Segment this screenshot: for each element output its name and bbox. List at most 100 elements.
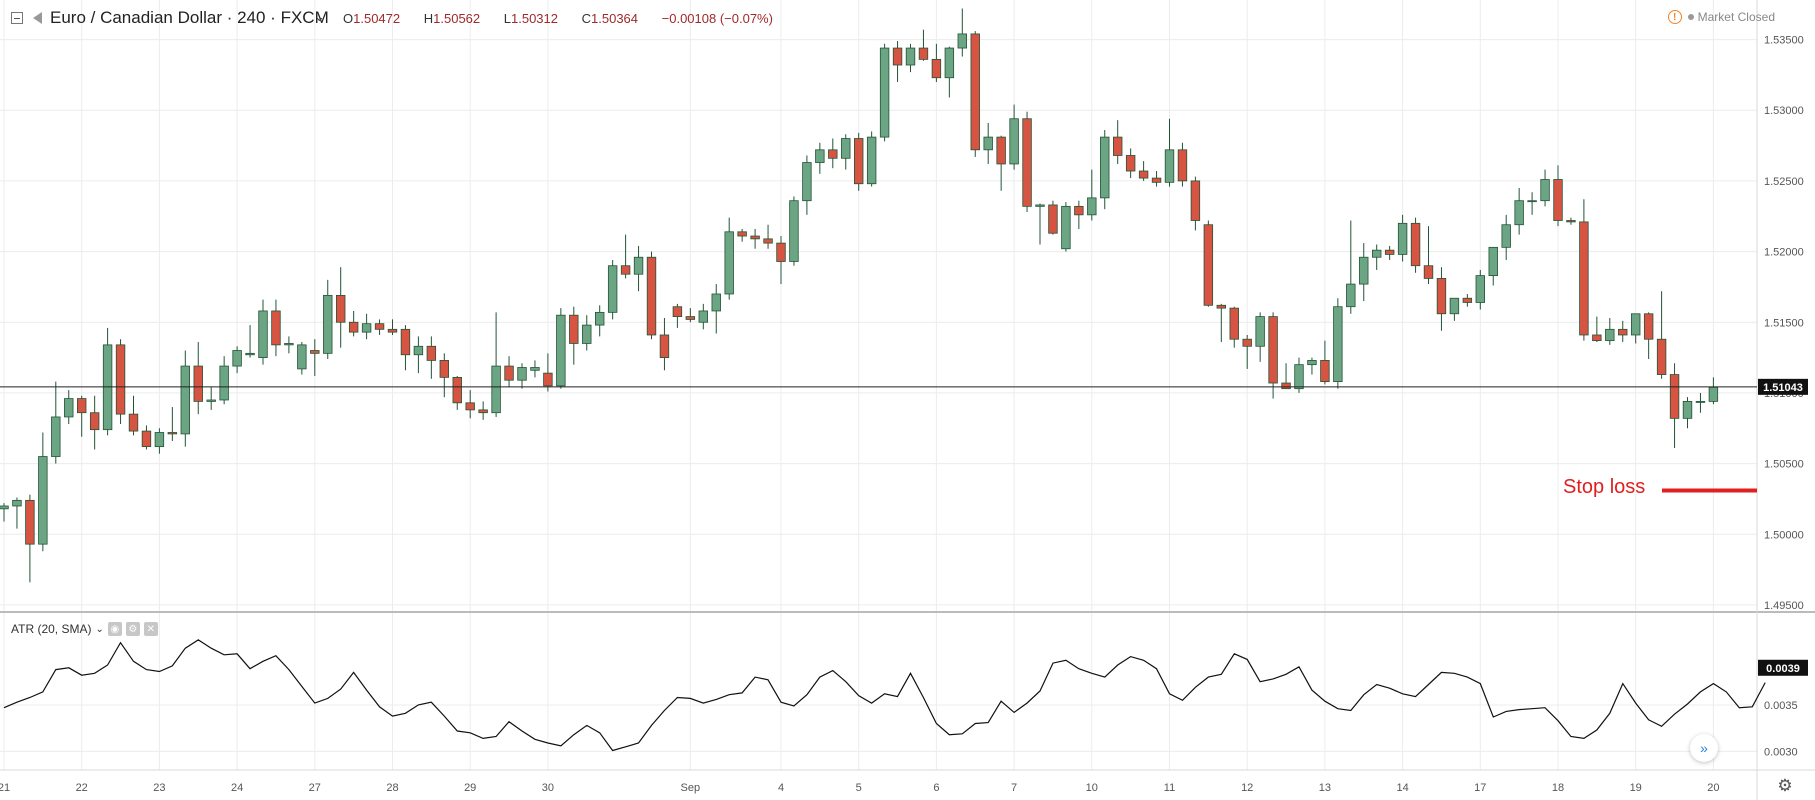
gear-icon[interactable]: ⚙	[125, 622, 140, 636]
candle[interactable]	[1022, 111, 1032, 213]
candle[interactable]	[335, 267, 346, 348]
time-axis[interactable]: 21 22 23 24 27 28 29 30 Sep 4 5 6 7 10 11 12 13 14 17 18 19 2…	[0, 782, 1720, 794]
candle[interactable]	[0, 503, 9, 522]
candle[interactable]	[789, 196, 799, 266]
candle[interactable]	[77, 395, 87, 437]
candle[interactable]	[1190, 176, 1201, 231]
settings-icon[interactable]: ⚙	[1777, 776, 1793, 795]
candle[interactable]	[1488, 246, 1498, 286]
candle[interactable]	[1527, 192, 1537, 215]
candle[interactable]	[1035, 203, 1045, 245]
candle[interactable]	[1229, 306, 1239, 348]
candle[interactable]	[1475, 269, 1486, 310]
candle[interactable]	[193, 342, 203, 415]
candle[interactable]	[374, 319, 385, 335]
candle[interactable]	[310, 339, 320, 376]
candle[interactable]	[957, 8, 968, 57]
candle[interactable]	[802, 155, 812, 215]
candle[interactable]	[1618, 320, 1628, 343]
candle[interactable]	[1397, 214, 1408, 262]
candle[interactable]	[323, 279, 333, 360]
candle[interactable]	[1631, 313, 1641, 344]
candle[interactable]	[1540, 169, 1550, 207]
candle[interactable]	[1514, 187, 1524, 235]
candle[interactable]	[167, 407, 178, 441]
candle[interactable]	[297, 342, 307, 375]
candle[interactable]	[478, 401, 488, 420]
candle[interactable]	[1592, 316, 1602, 343]
candle[interactable]	[25, 494, 35, 583]
candle[interactable]	[1138, 161, 1149, 181]
candle[interactable]	[569, 306, 579, 365]
candle[interactable]	[595, 305, 605, 337]
candle[interactable]	[12, 497, 22, 529]
candle[interactable]	[1579, 199, 1589, 341]
atr-series[interactable]: 0.0039	[3, 639, 1808, 752]
candle[interactable]	[180, 350, 191, 447]
candle[interactable]	[543, 353, 553, 392]
candle[interactable]	[1501, 214, 1511, 261]
indicator-title[interactable]: ATR (20, SMA)	[11, 622, 92, 636]
candle[interactable]	[711, 284, 721, 334]
candle[interactable]	[426, 336, 437, 379]
candle[interactable]	[452, 375, 462, 410]
candle[interactable]	[439, 353, 450, 398]
close-icon[interactable]: ✕	[143, 622, 158, 636]
candle[interactable]	[737, 228, 747, 242]
candle[interactable]	[892, 40, 903, 82]
candle[interactable]	[1462, 293, 1473, 307]
candle[interactable]	[413, 336, 424, 374]
candle[interactable]	[776, 236, 786, 285]
candle[interactable]	[763, 224, 773, 249]
candle[interactable]	[905, 43, 916, 73]
candle[interactable]	[879, 43, 890, 142]
candle[interactable]	[504, 356, 514, 388]
candle[interactable]	[1566, 217, 1576, 225]
candle[interactable]	[465, 390, 475, 419]
candle[interactable]	[348, 310, 359, 337]
candle[interactable]	[698, 303, 709, 330]
candle[interactable]	[931, 43, 942, 82]
candle[interactable]	[245, 325, 255, 358]
candle[interactable]	[620, 234, 631, 279]
chevron-down-icon[interactable]: ⌄	[95, 623, 104, 635]
candle[interactable]	[1436, 267, 1447, 331]
candle[interactable]	[1255, 312, 1265, 362]
candle[interactable]	[1359, 243, 1369, 302]
candle[interactable]	[983, 122, 993, 164]
candle[interactable]	[232, 346, 242, 374]
candle[interactable]	[1410, 217, 1421, 273]
candle[interactable]	[64, 390, 74, 425]
candle[interactable]	[1281, 363, 1291, 390]
candle[interactable]	[1216, 303, 1227, 343]
candle[interactable]	[750, 228, 760, 249]
candle[interactable]	[646, 251, 657, 340]
candle[interactable]	[1307, 357, 1317, 375]
candle[interactable]	[1695, 392, 1706, 413]
candle[interactable]	[89, 395, 100, 450]
candle[interactable]	[672, 303, 683, 328]
candle[interactable]	[582, 315, 592, 351]
candle[interactable]	[1242, 334, 1252, 369]
candle[interactable]	[271, 299, 281, 357]
candle[interactable]	[115, 339, 126, 425]
candle[interactable]	[1656, 291, 1667, 379]
candle[interactable]	[1268, 312, 1278, 399]
candle[interactable]	[128, 395, 139, 436]
candle[interactable]	[633, 245, 644, 292]
candle[interactable]	[1605, 318, 1615, 345]
candle[interactable]	[1384, 245, 1395, 261]
candle[interactable]	[1346, 220, 1356, 314]
candle[interactable]	[918, 29, 929, 61]
candle[interactable]	[659, 318, 670, 371]
atr-axis[interactable]: 0.0035 0.0030	[1764, 700, 1798, 758]
candle[interactable]	[607, 260, 618, 320]
candle[interactable]	[1372, 244, 1382, 270]
candle[interactable]	[38, 432, 48, 552]
candle[interactable]	[400, 325, 411, 371]
candle[interactable]	[828, 138, 838, 169]
candle[interactable]	[1682, 397, 1693, 429]
candle[interactable]	[1061, 202, 1071, 252]
candle[interactable]	[1113, 120, 1123, 164]
candle[interactable]	[724, 217, 734, 300]
